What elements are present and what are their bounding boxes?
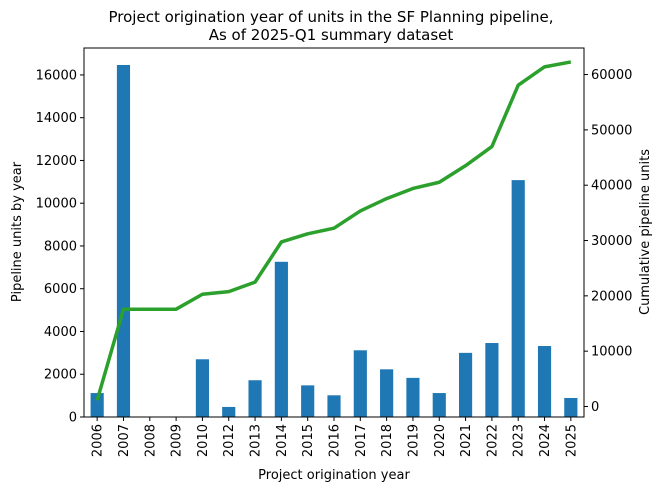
x-tick-label: 2023 [512, 424, 527, 457]
bar-2017 [353, 350, 367, 417]
bar-2022 [485, 343, 499, 417]
x-tick-label: 2007 [117, 424, 132, 457]
y-tick-label: 10000 [36, 197, 77, 212]
bar-2013 [248, 380, 262, 417]
y-tick-label: 6000 [44, 282, 77, 297]
y2-tick-label: 40000 [591, 179, 632, 194]
bar-2025 [564, 397, 578, 417]
x-tick-label: 2020 [433, 424, 448, 457]
x-tick-label: 2019 [406, 424, 421, 457]
x-tick-label: 2012 [222, 424, 237, 457]
bar-2023 [511, 180, 525, 417]
bar-2016 [327, 395, 341, 417]
bar-2019 [406, 377, 420, 417]
y2-axis-label: Cumulative pipeline units [638, 149, 653, 315]
x-tick-label: 2021 [459, 424, 474, 457]
y-axis-label: Pipeline units by year [10, 161, 25, 302]
y-tick-label: 12000 [36, 154, 77, 169]
y-tick-label: 8000 [44, 239, 77, 254]
cumulative-line [95, 60, 572, 401]
x-tick-label: 2009 [170, 424, 185, 457]
bar-2020 [432, 393, 446, 417]
y2-tick-label: 60000 [591, 68, 632, 83]
y2-tick-label: 20000 [591, 289, 632, 304]
y2-tick-label: 50000 [591, 123, 632, 138]
y-tick-label: 4000 [44, 325, 77, 340]
bar-2015 [301, 385, 315, 417]
bar-2012 [222, 406, 236, 417]
y-tick-label: 2000 [44, 368, 77, 383]
bar-2014 [274, 261, 288, 417]
y2-tick-label: 0 [591, 400, 599, 415]
y-tick-label: 16000 [36, 68, 77, 83]
y2-tick-label: 10000 [591, 345, 632, 360]
x-tick-label: 2017 [354, 424, 369, 457]
x-tick-label: 2018 [380, 424, 395, 457]
bar-2007 [116, 64, 131, 417]
x-tick-label: 2010 [196, 424, 211, 457]
x-tick-label: 2013 [249, 424, 264, 457]
y2-tick-label: 30000 [591, 234, 632, 249]
bar-2018 [380, 369, 394, 417]
bar-2010 [195, 359, 209, 417]
y-tick-label: 0 [69, 411, 77, 426]
x-tick-label: 2006 [91, 424, 106, 457]
x-tick-label: 2015 [301, 424, 316, 457]
x-tick-label: 2016 [328, 424, 343, 457]
x-tick-label: 2022 [485, 424, 500, 457]
y-tick-label: 14000 [36, 111, 77, 126]
x-tick-label: 2014 [275, 424, 290, 457]
chart-title-line2: As of 2025-Q1 summary dataset [209, 26, 454, 44]
bar-2006 [90, 393, 104, 417]
x-tick-label: 2024 [538, 424, 553, 457]
x-tick-label: 2008 [143, 424, 158, 457]
chart-title-line1: Project origination year of units in the… [109, 8, 554, 26]
bar-2021 [459, 352, 473, 417]
x-axis-label: Project origination year [258, 468, 410, 483]
x-tick-label: 2025 [564, 424, 579, 457]
bar-2024 [537, 346, 552, 417]
